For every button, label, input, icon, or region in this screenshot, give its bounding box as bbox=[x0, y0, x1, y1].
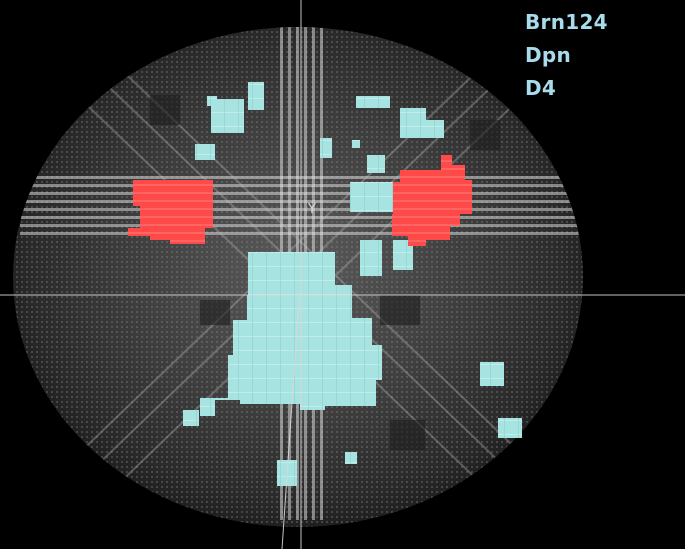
cyan-region bbox=[183, 82, 522, 486]
channel-label-d4: D4 bbox=[525, 76, 557, 100]
red-region-left bbox=[128, 180, 213, 244]
axis-y-label: Y bbox=[308, 202, 316, 217]
red-region-right bbox=[392, 155, 472, 246]
oblique-axis-line bbox=[281, 299, 300, 549]
channel-label-dpn: Dpn bbox=[525, 43, 572, 67]
channel-labels: Brn124 Dpn D4 bbox=[525, 6, 608, 105]
channel-label-brn124: Brn124 bbox=[525, 10, 608, 34]
